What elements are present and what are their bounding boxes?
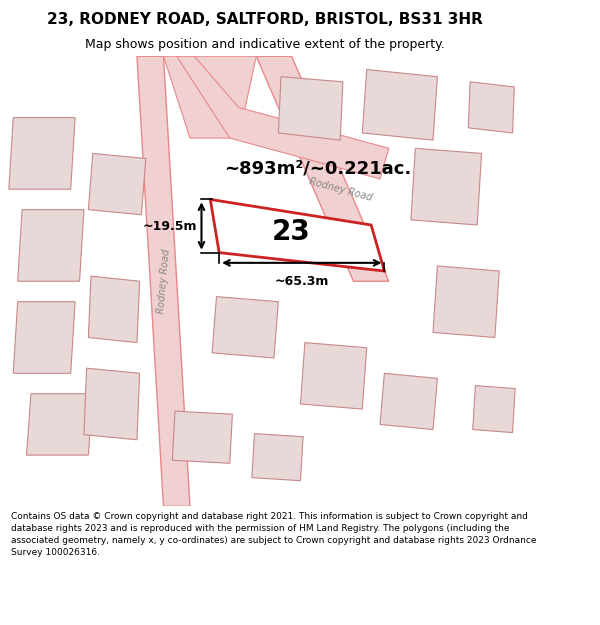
Polygon shape bbox=[163, 56, 256, 138]
Polygon shape bbox=[212, 297, 278, 358]
Polygon shape bbox=[256, 56, 389, 281]
Polygon shape bbox=[88, 153, 146, 215]
Polygon shape bbox=[88, 276, 140, 342]
Polygon shape bbox=[301, 342, 367, 409]
Polygon shape bbox=[411, 148, 482, 225]
Text: Rodney Road: Rodney Road bbox=[155, 249, 171, 314]
Polygon shape bbox=[26, 394, 93, 455]
Polygon shape bbox=[137, 56, 190, 506]
Polygon shape bbox=[380, 373, 437, 429]
Polygon shape bbox=[177, 56, 389, 179]
Text: Contains OS data © Crown copyright and database right 2021. This information is : Contains OS data © Crown copyright and d… bbox=[11, 512, 536, 557]
Polygon shape bbox=[84, 368, 140, 440]
Polygon shape bbox=[172, 411, 232, 463]
Text: ~65.3m: ~65.3m bbox=[275, 275, 329, 288]
Polygon shape bbox=[17, 209, 84, 281]
Text: Map shows position and indicative extent of the property.: Map shows position and indicative extent… bbox=[85, 38, 445, 51]
Polygon shape bbox=[9, 118, 75, 189]
Polygon shape bbox=[433, 266, 499, 338]
Polygon shape bbox=[473, 386, 515, 432]
Text: 23: 23 bbox=[272, 218, 311, 246]
Text: 23, RODNEY ROAD, SALTFORD, BRISTOL, BS31 3HR: 23, RODNEY ROAD, SALTFORD, BRISTOL, BS31… bbox=[47, 12, 483, 28]
Polygon shape bbox=[362, 69, 437, 140]
Polygon shape bbox=[469, 82, 514, 133]
Polygon shape bbox=[278, 77, 343, 140]
Polygon shape bbox=[13, 302, 75, 373]
Text: ~893m²/~0.221ac.: ~893m²/~0.221ac. bbox=[224, 160, 412, 177]
Text: Rodney Road: Rodney Road bbox=[308, 176, 373, 202]
Text: ~19.5m: ~19.5m bbox=[143, 219, 197, 232]
Polygon shape bbox=[252, 434, 303, 481]
Polygon shape bbox=[211, 199, 385, 271]
